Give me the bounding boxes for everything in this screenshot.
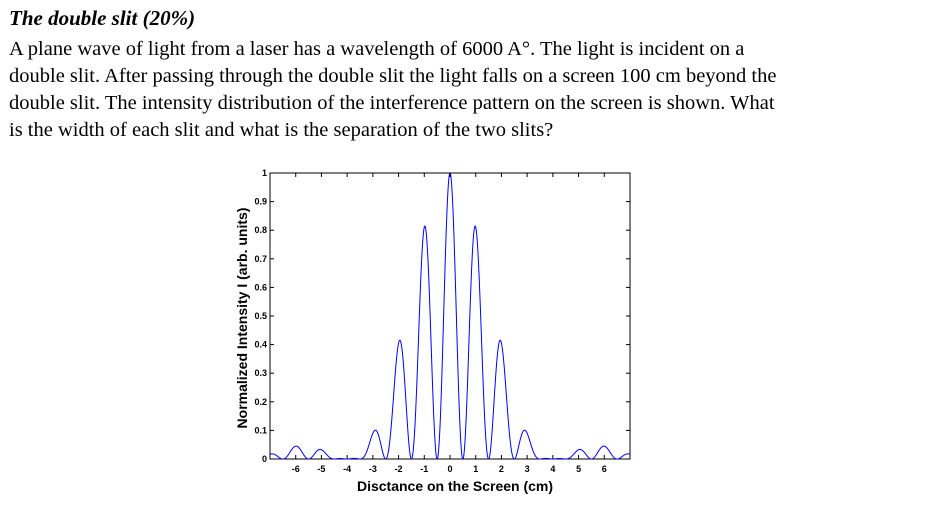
x-tick-label: 3 [525,464,530,474]
x-tick-label: -3 [369,464,377,474]
x-tick-label: -2 [395,464,403,474]
plot-frame [269,172,631,460]
y-tick-label: 0.9 [254,197,267,207]
problem-line: is the width of each slit and what is th… [9,119,554,141]
x-tick-label: -4 [343,464,351,474]
problem-statement: A plane wave of light from a laser has a… [9,36,921,144]
y-tick-label: 0.5 [254,311,267,321]
x-tick-label: -5 [317,464,325,474]
problem-line: double slit. The intensity distribution … [9,92,775,114]
problem-line: A plane wave of light from a laser has a… [9,38,745,60]
y-axis-label: Normalized Intensity I (arb. units) [234,208,250,429]
problem-line: double slit. After passing through the d… [9,65,777,87]
x-tick-label: 0 [447,464,452,474]
intensity-curve [269,172,631,460]
y-tick-label: 0.6 [254,282,267,292]
y-tick-label: 0 [262,454,267,464]
x-tick-label: 1 [473,464,478,474]
x-axis-label: Disctance on the Screen (cm) [357,478,553,494]
y-tick-label: 0.7 [254,254,267,264]
x-tick-label: 6 [602,464,607,474]
y-tick-label: 0.3 [254,368,267,378]
problem-title: The double slit (20%) [9,6,196,30]
y-tick-label: 0.1 [254,425,267,435]
x-tick-label: -6 [292,464,300,474]
y-tick-label: 0.8 [254,225,267,235]
y-tick-label: 0.2 [254,397,267,407]
x-tick-label: 2 [499,464,504,474]
y-tick-label: 1 [262,168,267,178]
x-tick-label: 5 [576,464,581,474]
x-tick-label: -1 [420,464,428,474]
x-tick-label: 4 [550,464,555,474]
y-tick-label: 0.4 [254,340,267,350]
